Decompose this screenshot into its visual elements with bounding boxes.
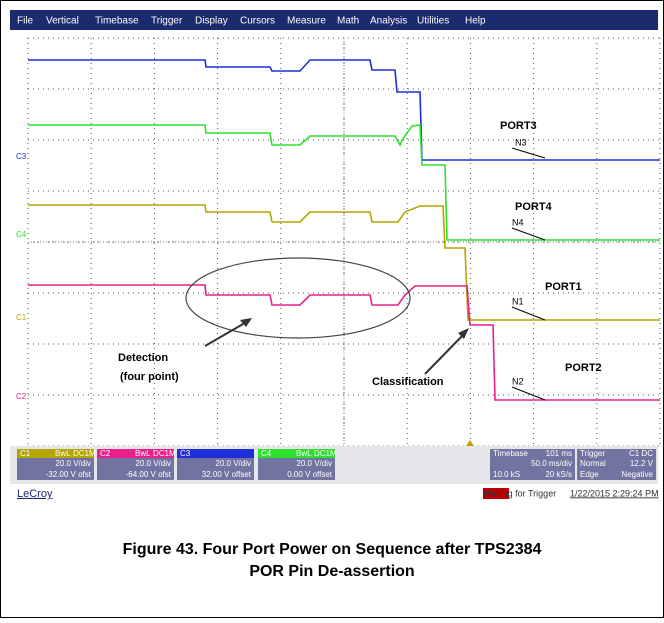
menu-item: Display <box>195 16 228 27</box>
trigger-source: C1 DC <box>629 449 653 458</box>
panel-scale: 20.0 V/div <box>215 459 251 468</box>
trigger-box <box>577 449 656 480</box>
menu-bar <box>10 10 658 30</box>
panel-tag: BwL <box>296 449 312 458</box>
arrow <box>424 331 467 375</box>
panel-tag: DC1M <box>153 449 176 458</box>
detection-ellipse <box>185 257 411 339</box>
timebase-per-div: 50.0 ms/div <box>531 459 572 468</box>
port-label: PORT3 <box>500 120 537 132</box>
trace-c3 <box>28 59 660 161</box>
trigger-level: 12.2 V <box>630 459 654 468</box>
panel-scale: 20.0 V/div <box>55 459 91 468</box>
panel-channel: C4 <box>261 449 272 458</box>
panel-channel: C1 <box>20 449 31 458</box>
port-label: PORT2 <box>565 362 602 374</box>
panel-offset: -64.00 V ofst <box>126 470 172 479</box>
brand: LeCroy <box>17 488 53 500</box>
screen <box>10 30 658 446</box>
panel-body <box>17 458 94 480</box>
panel-tag: BwL <box>55 449 71 458</box>
channel-marker: C4 <box>16 230 27 239</box>
node-label: N2 <box>512 376 524 386</box>
menu-item: Measure <box>287 16 326 27</box>
panel-body <box>258 458 335 480</box>
panel-scale: 20.0 V/div <box>135 459 171 468</box>
port-label: PORT4 <box>515 201 553 213</box>
detection-label: (four point) <box>120 371 179 383</box>
arrow <box>204 319 251 347</box>
menu-item: Analysis <box>370 16 407 27</box>
panel-offset: 32.00 V offset <box>202 470 252 479</box>
timebase-rate: 20 kS/s <box>545 470 572 479</box>
panel-header <box>17 449 94 458</box>
trigger-slope: Negative <box>621 470 653 479</box>
menu-item: Utilities <box>417 16 449 27</box>
trigger-type: Edge <box>580 470 599 479</box>
panel-tag: DC1M <box>73 449 96 458</box>
node-label: N4 <box>512 217 524 227</box>
channel-marker: C1 <box>16 313 27 322</box>
menu-item: Vertical <box>46 16 79 27</box>
trace-c2 <box>28 284 660 401</box>
annotations: PORT3 N3 PORT4 N4 PORT1 N1 PORT2 N2 Detection (fo… <box>118 120 602 401</box>
panel-header <box>177 449 254 458</box>
arrowhead <box>458 328 469 339</box>
menu: File Vertical Timebase Trigger Display Cursor… <box>17 16 486 27</box>
timebase-box <box>490 449 575 480</box>
panel-scale: 20.0 V/div <box>296 459 332 468</box>
channel-marker: C3 <box>16 152 27 161</box>
node-label: N3 <box>515 137 527 147</box>
panel-body <box>177 458 254 480</box>
caption-line: POR Pin De-assertion <box>249 563 414 580</box>
timebase-label: Timebase <box>493 449 528 458</box>
panel-offset: -32.00 V ofst <box>46 470 92 479</box>
menu-item: Timebase <box>95 16 139 27</box>
classification-label: Classification <box>372 376 444 388</box>
panel-tag: DC1M <box>314 449 337 458</box>
leader-line <box>511 306 546 321</box>
menu-item: Help <box>465 16 486 27</box>
menu-item: File <box>17 16 34 27</box>
panel-offset: 0.00 V offset <box>287 470 333 479</box>
waiting-highlight <box>483 488 509 499</box>
port-label: PORT1 <box>545 281 582 293</box>
node-label: N1 <box>512 296 524 306</box>
panel-header <box>258 449 335 458</box>
bottom-status: LeCroy Waiting for Trigger 1/22/2015 2:29:… <box>17 488 659 500</box>
leader-line <box>511 227 546 241</box>
panel-channel: C3 <box>180 449 191 458</box>
trace-c4 <box>28 124 660 241</box>
timestamp: 1/22/2015 2:29:24 PM <box>570 488 659 498</box>
trace-c1 <box>28 204 660 321</box>
menu-item: Cursors <box>240 16 275 27</box>
menu-item: Trigger <box>151 16 183 27</box>
timebase-samples: 10.0 kS <box>493 470 520 479</box>
panel-body <box>97 458 174 480</box>
trigger-marker <box>466 440 474 446</box>
leader-line <box>511 147 546 159</box>
grid: C3 C4 C1 C2 <box>16 37 661 447</box>
menu-item: Math <box>337 16 359 27</box>
timebase-delay: 101 ms <box>546 449 572 458</box>
channel-marker: C2 <box>16 392 27 401</box>
waiting-status: Waiting for Trigger <box>483 488 556 498</box>
leader-line <box>511 386 546 401</box>
detection-label: Detection <box>118 352 168 364</box>
caption: Figure 43. Four Port Power on Sequence a… <box>123 541 542 580</box>
trigger-label: Trigger <box>580 449 605 458</box>
panel-tag: BwL <box>135 449 151 458</box>
panel-channel: C2 <box>100 449 111 458</box>
caption-line: Figure 43. Four Port Power on Sequence a… <box>123 541 542 558</box>
arrowhead <box>240 318 252 327</box>
trigger-mode: Normal <box>580 459 606 468</box>
panel-header <box>97 449 174 458</box>
